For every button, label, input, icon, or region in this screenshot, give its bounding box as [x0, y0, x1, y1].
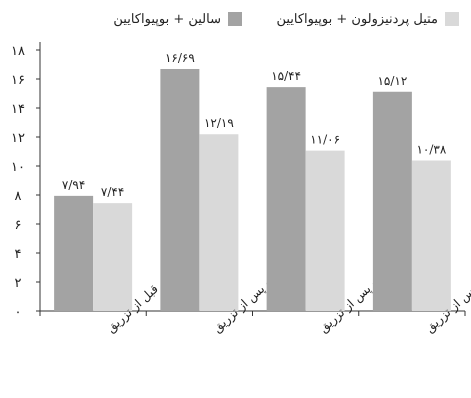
- y-tick-label: ۱۰: [11, 160, 25, 175]
- legend-swatch-methylprednisolone: [445, 12, 459, 26]
- data-label: ۷/۹۴: [62, 178, 85, 192]
- data-label: ۱۲/۱۹: [204, 116, 234, 130]
- bar: [93, 203, 133, 311]
- bar: [411, 160, 451, 311]
- legend-swatch-saline: [228, 12, 242, 26]
- bar: [266, 87, 306, 312]
- y-tick-label: ۴: [15, 247, 22, 262]
- data-label: ۱۵/۴۴: [271, 69, 301, 83]
- y-tick-label: ۱۶: [11, 73, 25, 88]
- bar: [305, 150, 345, 311]
- bar: [372, 91, 412, 311]
- bar: [199, 134, 239, 311]
- legend-entry-saline: سالین + بوپیواکایین: [113, 8, 242, 30]
- data-label: ۱۰/۳۸: [416, 142, 446, 156]
- data-label: ۱۶/۶۹: [165, 51, 195, 65]
- y-tick-label: ۱۴: [11, 102, 25, 117]
- data-label: ۱۱/۰۶: [310, 133, 340, 147]
- data-label: ۱۵/۱۲: [377, 74, 407, 88]
- legend-label-methylprednisolone: متیل پردنیزولون + بوپیواکایین: [276, 11, 438, 27]
- y-tick-label: ۲: [15, 276, 22, 291]
- y-tick-label: ۰: [15, 305, 22, 320]
- y-tick-label: ۶: [15, 218, 22, 233]
- data-label: ۷/۴۴: [101, 185, 124, 199]
- bar: [54, 195, 94, 311]
- y-tick-label: ۱۸: [11, 44, 25, 59]
- legend-entry-methylprednisolone: متیل پردنیزولون + بوپیواکایین: [276, 8, 459, 30]
- legend-label-saline: سالین + بوپیواکایین: [113, 11, 221, 27]
- bar: [160, 68, 200, 312]
- y-tick-label: ۸: [15, 189, 22, 204]
- y-tick-label: ۱۲: [11, 131, 25, 146]
